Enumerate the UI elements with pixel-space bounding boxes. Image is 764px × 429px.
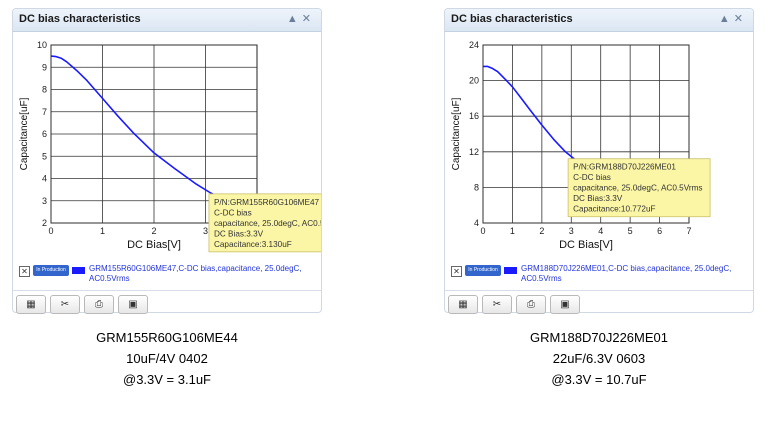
- collapse-icon[interactable]: ▲: [286, 13, 302, 25]
- settings-icon[interactable]: ✂: [50, 295, 80, 314]
- legend-remove-checkbox[interactable]: ✕: [451, 266, 462, 277]
- tooltip-line: DC Bias:3.3V: [573, 194, 623, 203]
- x-tick-label: 3: [203, 226, 208, 236]
- tooltip-line: C-DC bias: [214, 208, 252, 217]
- in-production-badge: In Production: [465, 265, 501, 276]
- tooltip-line: P/N:GRM188D70J226ME01: [573, 163, 676, 172]
- x-tick-label: 1: [510, 226, 515, 236]
- y-tick-label: 4: [42, 174, 47, 184]
- part-caption-left: GRM155R60G106ME44 10uF/4V 0402 @3.3V = 3…: [17, 327, 317, 390]
- legend-swatch: [72, 267, 85, 274]
- caption-value: @3.3V = 10.7uF: [551, 372, 647, 387]
- caption-value: @3.3V = 3.1uF: [123, 372, 211, 387]
- tooltip-line: capacitance, 25.0degC, AC0.5Vrms: [214, 219, 321, 228]
- tooltip-line: C-DC bias: [573, 173, 611, 182]
- chart-toolbar: ▦ ✂ ⎙ ▣: [445, 290, 753, 315]
- tooltip-box: [567, 158, 711, 218]
- x-tick-label: 3: [569, 226, 574, 236]
- x-tick-label: 7: [686, 226, 691, 236]
- legend-text: GRM155R60G106ME47,C-DC bias,capacitance,…: [89, 264, 302, 283]
- y-tick-label: 2: [42, 218, 47, 228]
- y-tick-label: 7: [42, 107, 47, 117]
- y-tick-label: 5: [42, 151, 47, 161]
- x-tick-label: 2: [539, 226, 544, 236]
- tooltip-box: [208, 193, 321, 253]
- y-tick-label: 4: [474, 218, 479, 228]
- y-tick-label: 16: [469, 111, 479, 121]
- tooltip-line: Capacitance:10.772uF: [573, 205, 655, 214]
- close-icon[interactable]: ✕: [733, 13, 747, 25]
- export-data-icon[interactable]: ▦: [448, 295, 478, 314]
- y-tick-label: 8: [42, 85, 47, 95]
- panel-titlebar: DC bias characteristics ▲✕: [13, 9, 321, 32]
- series-line: [50, 55, 222, 199]
- export-data-icon[interactable]: ▦: [16, 295, 46, 314]
- image-icon[interactable]: ▣: [118, 295, 148, 314]
- y-tick-label: 24: [469, 40, 479, 50]
- y-tick-label: 8: [474, 182, 479, 192]
- x-tick-label: 4: [598, 226, 603, 236]
- x-axis-label: DC Bias[V]: [127, 239, 181, 251]
- x-tick-label: 0: [480, 226, 485, 236]
- tooltip-line: Capacitance:3.130uF: [214, 240, 292, 249]
- x-tick-label: 0: [48, 226, 53, 236]
- panel-title: DC bias characteristics: [451, 13, 573, 25]
- tooltip-line: P/N:GRM155R60G106ME47: [214, 198, 320, 207]
- legend-text: GRM188D70J226ME01,C-DC bias,capacitance,…: [521, 264, 732, 283]
- y-axis-label: Capacitance[uF]: [19, 97, 30, 170]
- chart-toolbar: ▦ ✂ ⎙ ▣: [13, 290, 321, 315]
- x-tick-label: 5: [628, 226, 633, 236]
- close-icon[interactable]: ✕: [301, 13, 315, 25]
- chart-legend: ✕ In Production GRM155R60G106ME47,C-DC b…: [19, 264, 315, 288]
- in-production-badge: In Production: [33, 265, 69, 276]
- part-caption-right: GRM188D70J226ME01 22uF/6.3V 0603 @3.3V =…: [449, 327, 749, 390]
- y-tick-label: 6: [42, 129, 47, 139]
- y-tick-label: 12: [469, 147, 479, 157]
- legend-remove-checkbox[interactable]: ✕: [19, 266, 30, 277]
- caption-rating: 22uF/6.3V 0603: [552, 351, 646, 366]
- y-tick-label: 9: [42, 62, 47, 72]
- image-icon[interactable]: ▣: [550, 295, 580, 314]
- y-axis-label: Capacitance[uF]: [451, 97, 462, 170]
- legend-swatch: [504, 267, 517, 274]
- x-axis-label: DC Bias[V]: [559, 239, 613, 251]
- y-tick-label: 10: [37, 40, 47, 50]
- tooltip-line: DC Bias:3.3V: [214, 229, 264, 238]
- caption-rating: 10uF/4V 0402: [126, 351, 208, 366]
- chart-legend: ✕ In Production GRM188D70J226ME01,C-DC b…: [451, 264, 747, 288]
- dc-bias-chart[interactable]: 0 1 2 3 2 3 4 5 6 7 8 9 10 DC Bias[V] Capacitance[uF] P…: [13, 33, 321, 261]
- x-tick-label: 1: [100, 226, 105, 236]
- x-tick-label: 2: [151, 226, 156, 236]
- print-icon[interactable]: ⎙: [516, 295, 546, 314]
- y-tick-label: 3: [42, 196, 47, 206]
- collapse-icon[interactable]: ▲: [718, 13, 734, 25]
- panel-titlebar: DC bias characteristics ▲✕: [445, 9, 753, 32]
- caption-part-number: GRM155R60G106ME44: [96, 330, 238, 345]
- y-tick-label: 20: [469, 76, 479, 86]
- x-tick-label: 6: [657, 226, 662, 236]
- chart-panel-right: DC bias characteristics ▲✕ 0 1 2 3 4 5 6 7 4 8 12 1…: [444, 8, 754, 315]
- print-icon[interactable]: ⎙: [84, 295, 114, 314]
- series-line: [483, 65, 581, 164]
- panel-title: DC bias characteristics: [19, 13, 141, 25]
- caption-part-number: GRM188D70J226ME01: [529, 330, 669, 345]
- settings-icon[interactable]: ✂: [482, 295, 512, 314]
- tooltip-line: capacitance, 25.0degC, AC0.5Vrms: [573, 184, 702, 193]
